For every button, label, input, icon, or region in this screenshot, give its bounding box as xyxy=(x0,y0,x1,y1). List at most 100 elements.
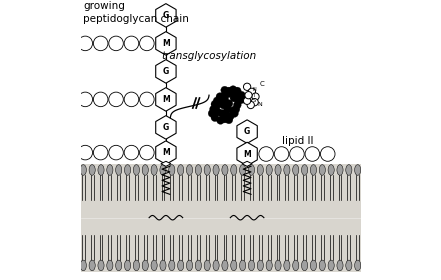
Ellipse shape xyxy=(178,165,184,175)
Circle shape xyxy=(209,105,217,113)
Ellipse shape xyxy=(302,165,308,175)
Ellipse shape xyxy=(80,260,86,271)
Ellipse shape xyxy=(142,260,148,271)
Circle shape xyxy=(235,97,243,105)
Circle shape xyxy=(225,87,233,95)
Ellipse shape xyxy=(231,260,237,271)
Ellipse shape xyxy=(239,165,246,175)
Circle shape xyxy=(247,101,254,109)
Ellipse shape xyxy=(275,165,281,175)
Circle shape xyxy=(243,83,251,90)
Ellipse shape xyxy=(178,260,184,271)
Ellipse shape xyxy=(151,260,157,271)
Circle shape xyxy=(252,93,259,100)
Ellipse shape xyxy=(266,165,272,175)
Text: G: G xyxy=(163,11,169,20)
Ellipse shape xyxy=(284,260,290,271)
Circle shape xyxy=(124,145,139,160)
Circle shape xyxy=(236,93,244,101)
Circle shape xyxy=(290,147,304,161)
Circle shape xyxy=(211,100,219,108)
Ellipse shape xyxy=(328,260,334,271)
Polygon shape xyxy=(156,60,176,83)
Text: lipid II: lipid II xyxy=(282,136,314,146)
Circle shape xyxy=(225,116,233,124)
Ellipse shape xyxy=(124,165,131,175)
Ellipse shape xyxy=(222,260,228,271)
Ellipse shape xyxy=(107,165,113,175)
Polygon shape xyxy=(156,116,176,139)
Polygon shape xyxy=(156,32,176,55)
Circle shape xyxy=(248,88,255,95)
Text: growing
peptidoglycan chain: growing peptidoglycan chain xyxy=(83,1,189,24)
Circle shape xyxy=(214,108,222,116)
Ellipse shape xyxy=(328,165,334,175)
Circle shape xyxy=(93,92,108,107)
Ellipse shape xyxy=(346,260,352,271)
Circle shape xyxy=(245,92,252,99)
Ellipse shape xyxy=(195,260,202,271)
Circle shape xyxy=(140,36,154,51)
Text: G: G xyxy=(244,127,250,136)
Bar xyxy=(81,164,360,272)
Ellipse shape xyxy=(195,165,202,175)
Ellipse shape xyxy=(107,260,113,271)
Polygon shape xyxy=(242,161,252,166)
Ellipse shape xyxy=(355,165,361,175)
Polygon shape xyxy=(156,141,176,164)
Circle shape xyxy=(233,90,241,98)
Circle shape xyxy=(140,92,154,107)
Ellipse shape xyxy=(302,260,308,271)
Ellipse shape xyxy=(133,260,139,271)
Circle shape xyxy=(213,102,220,110)
Circle shape xyxy=(238,91,246,99)
Circle shape xyxy=(78,36,93,51)
Ellipse shape xyxy=(239,260,246,271)
Polygon shape xyxy=(156,88,176,111)
Polygon shape xyxy=(237,142,257,166)
Text: C: C xyxy=(259,81,264,87)
Ellipse shape xyxy=(169,260,175,271)
Circle shape xyxy=(93,36,108,51)
Ellipse shape xyxy=(133,165,139,175)
Ellipse shape xyxy=(293,165,299,175)
Ellipse shape xyxy=(187,165,193,175)
Circle shape xyxy=(225,100,233,108)
Circle shape xyxy=(251,99,258,106)
Ellipse shape xyxy=(355,260,361,271)
Ellipse shape xyxy=(151,165,157,175)
Text: N
I
S: N I S xyxy=(253,87,257,103)
Circle shape xyxy=(221,86,228,94)
Ellipse shape xyxy=(124,260,131,271)
Circle shape xyxy=(213,97,221,105)
Ellipse shape xyxy=(337,165,343,175)
Circle shape xyxy=(228,89,236,97)
Circle shape xyxy=(78,92,93,107)
Circle shape xyxy=(232,105,240,113)
Circle shape xyxy=(109,36,123,51)
Ellipse shape xyxy=(231,165,237,175)
Circle shape xyxy=(219,101,227,109)
Ellipse shape xyxy=(80,165,86,175)
Ellipse shape xyxy=(98,165,104,175)
Ellipse shape xyxy=(160,165,166,175)
Text: transglycosylation: transglycosylation xyxy=(162,51,257,61)
Ellipse shape xyxy=(89,165,95,175)
Ellipse shape xyxy=(213,165,219,175)
Circle shape xyxy=(109,92,123,107)
Circle shape xyxy=(63,92,77,107)
Circle shape xyxy=(229,86,237,94)
Text: N: N xyxy=(258,102,262,107)
Ellipse shape xyxy=(293,260,299,271)
Circle shape xyxy=(226,112,234,120)
Circle shape xyxy=(217,116,224,124)
Circle shape xyxy=(208,109,216,117)
Circle shape xyxy=(124,92,139,107)
Polygon shape xyxy=(237,120,257,143)
Circle shape xyxy=(218,109,226,117)
Ellipse shape xyxy=(310,260,317,271)
Ellipse shape xyxy=(248,260,254,271)
Ellipse shape xyxy=(204,165,210,175)
Ellipse shape xyxy=(310,165,317,175)
Text: M: M xyxy=(162,148,170,157)
